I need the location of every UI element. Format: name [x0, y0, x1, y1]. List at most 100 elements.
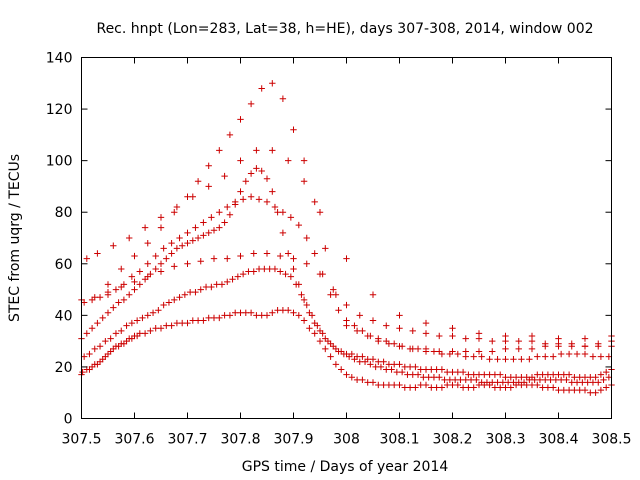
- data-point: [489, 337, 496, 345]
- data-point: [91, 345, 98, 353]
- data-point: [104, 309, 112, 316]
- data-point: [234, 273, 242, 280]
- data-point: [311, 319, 318, 327]
- data-point: [224, 203, 231, 211]
- data-point: [194, 178, 202, 185]
- data-point: [237, 116, 244, 123]
- data-point: [486, 355, 493, 363]
- data-point: [277, 252, 284, 260]
- data-point: [184, 319, 191, 327]
- data-point: [115, 299, 122, 306]
- data-point: [322, 335, 329, 342]
- data-point: [348, 350, 355, 358]
- data-point: [550, 384, 557, 391]
- data-point: [176, 294, 183, 301]
- data-point: [290, 255, 297, 262]
- data-point: [300, 178, 308, 185]
- data-point: [258, 85, 265, 92]
- data-point: [221, 219, 228, 226]
- data-point: [157, 260, 165, 267]
- data-point: [351, 322, 358, 329]
- data-point: [118, 265, 125, 273]
- data-point: [316, 327, 324, 335]
- data-point: [438, 366, 446, 373]
- data-point: [247, 309, 255, 316]
- data-point: [396, 381, 403, 389]
- data-point: [136, 281, 143, 288]
- data-point: [528, 332, 536, 340]
- data-point: [470, 353, 477, 360]
- y-tick-label: 100: [46, 154, 73, 170]
- data-point: [311, 330, 318, 337]
- data-point: [171, 209, 178, 216]
- data-point: [232, 198, 239, 206]
- x-tick-labels: 307.5 307.6 307.7 307.8 307.9 308 308.1 308.2 30…: [61, 432, 631, 448]
- data-point: [332, 291, 340, 298]
- data-point: [205, 183, 212, 190]
- data-point: [192, 288, 199, 296]
- data-point: [322, 245, 329, 252]
- data-point: [311, 250, 318, 257]
- data-point: [242, 178, 249, 185]
- data-point: [271, 265, 279, 273]
- data-point: [189, 237, 196, 244]
- data-point: [139, 314, 146, 322]
- data-point: [168, 239, 175, 247]
- data-point: [592, 374, 599, 381]
- data-point: [200, 317, 207, 324]
- data-point: [603, 368, 610, 376]
- y-tick-label: 120: [46, 102, 73, 118]
- data-point: [279, 95, 287, 102]
- data-point: [144, 312, 151, 319]
- data-point: [168, 250, 175, 257]
- data-point: [332, 361, 340, 368]
- data-point: [102, 337, 109, 345]
- data-point: [462, 348, 469, 355]
- data-point: [459, 368, 467, 376]
- data-point: [250, 250, 257, 257]
- data-point: [237, 157, 244, 164]
- data-point: [311, 198, 318, 206]
- data-point: [155, 307, 162, 314]
- data-point: [300, 157, 308, 164]
- data-point: [565, 350, 573, 358]
- data-point: [163, 255, 170, 262]
- data-point: [338, 366, 345, 373]
- data-point: [396, 312, 403, 319]
- data-point: [290, 126, 297, 133]
- data-point: [216, 209, 223, 216]
- data-point: [396, 325, 403, 332]
- data-point: [335, 307, 342, 314]
- data-point: [581, 343, 589, 350]
- data-point: [126, 291, 133, 298]
- data-point: [383, 322, 390, 329]
- data-point: [112, 330, 120, 337]
- data-point: [282, 270, 289, 278]
- x-tick-label: 308: [333, 432, 360, 448]
- data-point: [157, 224, 165, 231]
- data-point: [388, 366, 395, 373]
- data-point: [409, 345, 416, 353]
- data-point: [348, 374, 355, 381]
- data-point: [316, 337, 324, 345]
- data-point: [356, 312, 363, 319]
- data-point: [502, 345, 509, 353]
- data-point: [290, 265, 297, 273]
- data-point: [581, 386, 589, 394]
- data-point: [568, 340, 575, 347]
- x-tick-label: 308.2: [432, 432, 472, 448]
- data-point: [173, 203, 181, 211]
- data-point: [224, 278, 231, 286]
- x-tick-label: 308.3: [485, 432, 525, 448]
- data-point: [118, 283, 125, 291]
- data-point: [409, 327, 416, 335]
- data-point: [128, 273, 136, 280]
- data-point: [454, 350, 461, 358]
- y-axis-label: STEC from uqrg / TECUs: [7, 154, 23, 322]
- data-point: [131, 278, 138, 286]
- data-point: [239, 270, 247, 278]
- data-point: [250, 268, 257, 275]
- data-point: [338, 348, 345, 355]
- data-point: [239, 196, 247, 203]
- data-point: [104, 288, 112, 296]
